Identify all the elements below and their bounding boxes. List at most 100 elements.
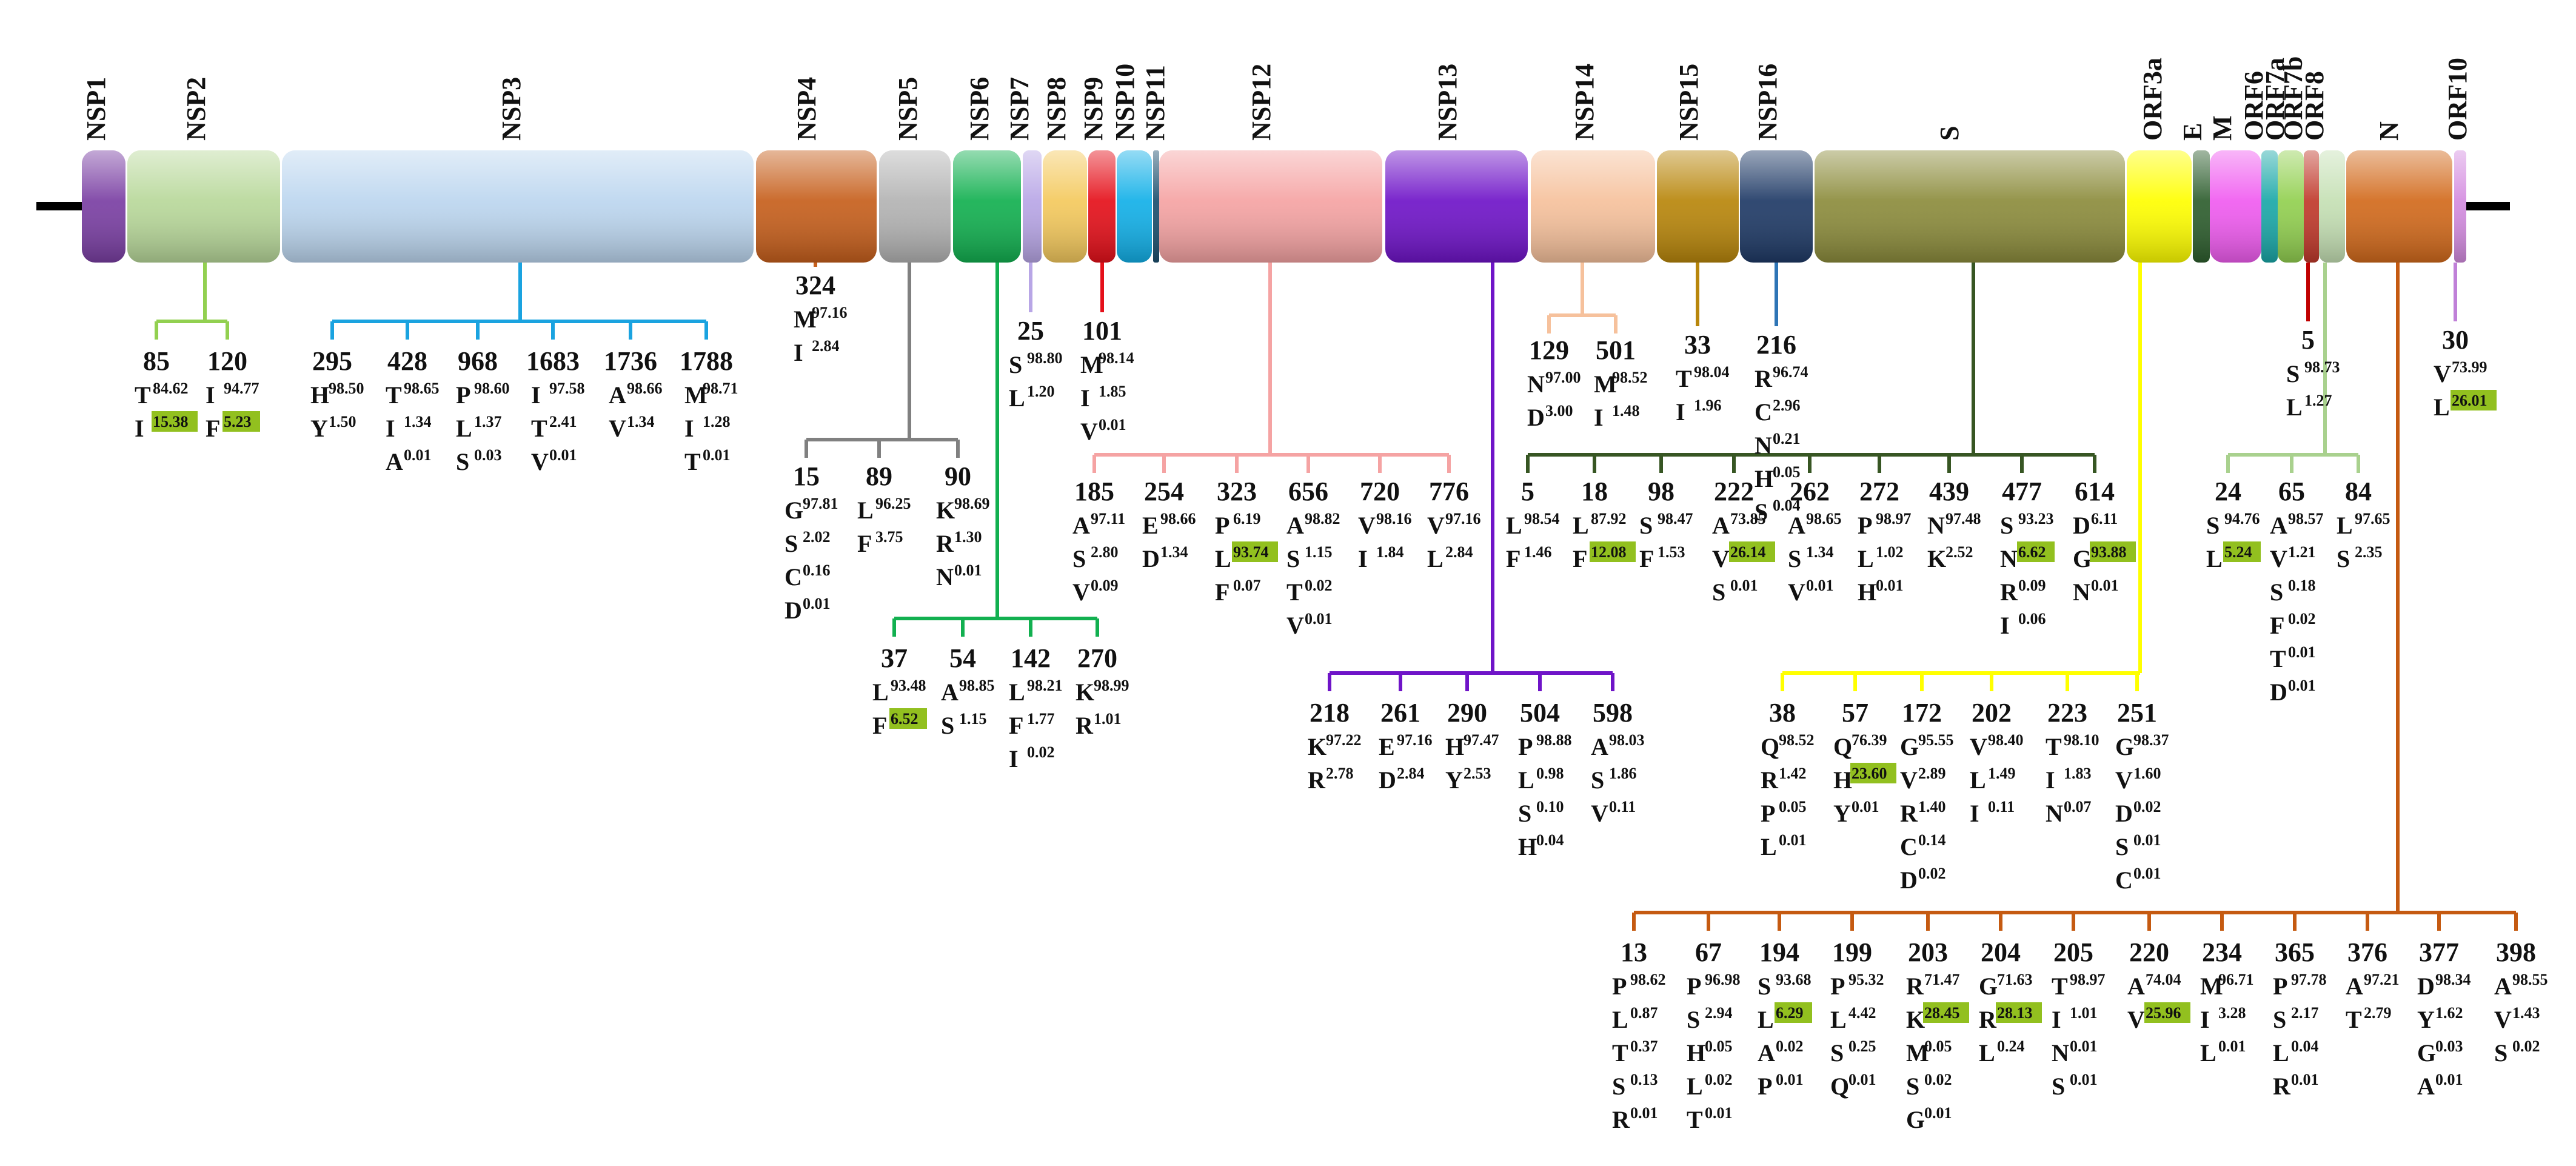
gene-label: NSP13 [1433, 64, 1462, 141]
amino-acid: N [2046, 800, 2063, 827]
mutation-site: 37L 93.48F 6.52 [872, 643, 927, 739]
variant-entry: Q98.52 [1761, 731, 1815, 760]
amino-acid: I [1676, 398, 1685, 426]
variant-percent: 0.11 [1609, 798, 1636, 816]
amino-acid: S [1286, 545, 1300, 572]
amino-acid: S [1758, 973, 1771, 1000]
gene-label: NSP11 [1140, 65, 1170, 141]
amino-acid: M [1906, 1039, 1929, 1067]
variant-entry: S 0.01 [1712, 577, 1758, 606]
variant-entry: A 98.55 [2494, 971, 2548, 1000]
amino-acid: D [785, 597, 802, 624]
site-position: 85 [143, 346, 170, 376]
variant-percent: 98.60 [474, 380, 510, 397]
variant-percent: 2.35 [2355, 543, 2383, 561]
amino-acid: T [1687, 1106, 1703, 1133]
variant-percent: 74.04 [2146, 971, 2181, 988]
mutation-site: 18L 87.92F 12.08 [1573, 477, 1636, 572]
variant-percent: 98.14 [1099, 349, 1134, 367]
variant-entry: L 4.42 [1830, 1004, 1876, 1033]
site-position: 223 [2047, 698, 2087, 728]
variant-entry: E 97.16 [1379, 731, 1433, 760]
site-position: 65 [2278, 477, 2305, 506]
variant-percent: 87.92 [1591, 510, 1627, 528]
amino-acid: D [1142, 545, 1160, 572]
amino-acid: T [2046, 733, 2062, 760]
amino-acid: S [1712, 578, 1725, 606]
site-position: 57 [1842, 698, 1868, 728]
amino-acid: A [2417, 1073, 2435, 1100]
gene-nsp7: NSP7 [1005, 77, 1042, 263]
variant-percent: 12.08 [1591, 543, 1627, 561]
variant-percent: 1.49 [1988, 765, 2016, 782]
amino-acid: I [531, 381, 541, 409]
variant-percent: 93.23 [2018, 510, 2054, 528]
variant-entry: L 93.74 [1215, 541, 1278, 572]
variant-percent: 98.97 [2070, 971, 2106, 988]
gene-orf7a: ORF7a [2260, 58, 2304, 263]
variant-percent: 1.62 [2435, 1004, 2463, 1022]
dominant-variant-highlight [2090, 541, 2136, 562]
variant-percent: 98.85 [959, 677, 995, 694]
amino-acid: A [1072, 512, 1090, 539]
amino-acid: H [1445, 733, 1464, 760]
variant-percent: 0.01 [803, 595, 831, 612]
variant-entry: D 3.00 [1527, 402, 1573, 431]
amino-acid: P [2273, 973, 2287, 1000]
variant-percent: 0.02 [2512, 1037, 2540, 1055]
variant-entry: S 1.15 [941, 710, 987, 739]
variant-percent: 96.74 [1773, 363, 1808, 381]
connector-nsp12 [1092, 263, 1451, 473]
variant-percent: 6.19 [1233, 510, 1261, 528]
variant-entry: D 0.01 [785, 595, 831, 624]
variant-entry: V 0.01 [531, 446, 577, 475]
amino-acid: F [1215, 578, 1229, 606]
variant-percent: 71.63 [1997, 971, 2033, 988]
variant-percent: 1.21 [2288, 543, 2316, 561]
dominant-variant-highlight [1775, 1002, 1812, 1023]
variant-percent: 2.41 [549, 413, 577, 431]
gene-box-shine [1159, 150, 1382, 263]
variant-entry: S 2.17 [2273, 1004, 2319, 1033]
variant-percent: 98.82 [1305, 510, 1340, 528]
variant-percent: 0.02 [1924, 1071, 1952, 1088]
amino-acid: V [2494, 1006, 2512, 1033]
variant-entry: T 98.10 [2046, 731, 2099, 760]
variant-percent: 98.65 [1806, 510, 1842, 528]
variant-percent: 6.11 [2091, 510, 2118, 528]
amino-acid: G [2417, 1039, 2436, 1067]
variant-percent: 2.52 [1945, 543, 1973, 561]
amino-acid: G [2115, 733, 2134, 760]
amino-acid: R [1900, 800, 1918, 827]
variant-entry: G98.37 [2115, 731, 2169, 760]
variant-percent: 28.45 [1924, 1004, 1960, 1022]
variant-entry: P 0.05 [1761, 798, 1807, 827]
variant-entry: P 95.32 [1830, 971, 1884, 1000]
variant-entry: C 0.14 [1900, 831, 1946, 860]
variant-entry: G97.81 [785, 495, 838, 524]
variant-entry: S 98.73 [2286, 358, 2340, 387]
amino-acid: P [1758, 1073, 1772, 1100]
amino-acid: S [2286, 360, 2300, 387]
amino-acid: F [1506, 545, 1521, 572]
variant-entry: H0.05 [1687, 1037, 1733, 1067]
variant-entry: P 97.78 [2273, 971, 2327, 1000]
amino-acid: G [1906, 1106, 1925, 1133]
variant-entry: K28.45 [1906, 1002, 1969, 1033]
variant-entry: V 1.60 [2115, 765, 2161, 794]
variant-entry: I 3.28 [2200, 1004, 2246, 1033]
site-position: 218 [1310, 698, 1350, 728]
site-position: 33 [1684, 330, 1711, 360]
variant-percent: 0.07 [1233, 577, 1261, 594]
variant-percent: 0.01 [2133, 831, 2161, 849]
variant-entry: S 0.18 [2270, 577, 2316, 606]
variant-percent: 26.14 [1730, 543, 1766, 561]
variant-percent: 0.01 [2133, 865, 2161, 882]
amino-acid: L [857, 497, 874, 524]
amino-acid: S [1687, 1006, 1700, 1033]
variant-entry: T 0.02 [1286, 577, 1333, 606]
variant-percent: 0.98 [1536, 765, 1564, 782]
